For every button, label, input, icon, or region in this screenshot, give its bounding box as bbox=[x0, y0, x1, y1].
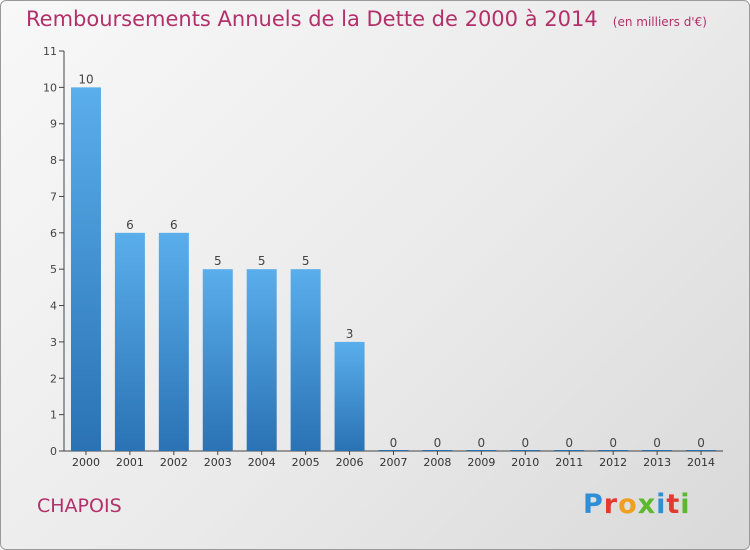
data-label: 0 bbox=[390, 436, 398, 450]
y-tick-label: 9 bbox=[50, 118, 57, 131]
bars bbox=[70, 87, 717, 451]
y-tick-label: 2 bbox=[50, 372, 57, 385]
chart-subtitle: (en milliers d'€) bbox=[612, 15, 707, 29]
bar bbox=[334, 341, 365, 451]
logo-letter: P bbox=[583, 489, 604, 520]
y-tick-label: 7 bbox=[50, 190, 57, 203]
data-label: 5 bbox=[214, 254, 222, 268]
y-tick-label: 11 bbox=[43, 45, 57, 58]
x-tick-label: 2002 bbox=[160, 456, 188, 469]
axes: 0 1 2 3 4 5 6 7 8 9 10 11 2000 2001 2002 2003 2004 2005 20… bbox=[43, 45, 723, 469]
y-tick-label: 3 bbox=[50, 336, 57, 349]
data-label: 0 bbox=[521, 436, 529, 450]
logo-letter: i bbox=[656, 489, 667, 520]
x-tick-label: 2013 bbox=[643, 456, 671, 469]
logo-letter: r bbox=[603, 489, 619, 520]
data-label: 6 bbox=[126, 218, 134, 232]
x-tick-label: 2012 bbox=[599, 456, 627, 469]
bar bbox=[290, 269, 321, 451]
bar bbox=[158, 232, 189, 451]
y-tick-label: 0 bbox=[50, 445, 57, 458]
x-tick-label: 2011 bbox=[555, 456, 583, 469]
x-tick-label: 2014 bbox=[687, 456, 715, 469]
data-label: 0 bbox=[697, 436, 705, 450]
data-label: 6 bbox=[170, 218, 178, 232]
x-tick-label: 2001 bbox=[116, 456, 144, 469]
y-tick-label: 5 bbox=[50, 263, 57, 276]
y-tick-label: 1 bbox=[50, 409, 57, 422]
x-tick-label: 2006 bbox=[336, 456, 364, 469]
bar bbox=[114, 232, 145, 451]
x-tick-label: 2007 bbox=[380, 456, 408, 469]
x-tick-label: 2010 bbox=[511, 456, 539, 469]
x-tick-label: 2008 bbox=[423, 456, 451, 469]
x-tick-label: 2009 bbox=[467, 456, 495, 469]
commune-name: CHAPOIS bbox=[37, 495, 122, 517]
data-label: 5 bbox=[258, 254, 266, 268]
y-tick-label: 4 bbox=[50, 300, 57, 313]
data-label: 5 bbox=[302, 254, 310, 268]
data-label: 0 bbox=[565, 436, 573, 450]
x-tick-label: 2000 bbox=[72, 456, 100, 469]
x-tick-label: 2004 bbox=[248, 456, 276, 469]
logo-letter: t bbox=[666, 489, 681, 520]
chart-title: Remboursements Annuels de la Dette de 20… bbox=[26, 7, 598, 31]
data-labels: 10 6 6 5 5 5 3 0 0 0 0 0 0 0 0 bbox=[78, 72, 705, 450]
data-label: 0 bbox=[609, 436, 617, 450]
y-tick-label: 6 bbox=[50, 227, 57, 240]
data-label: 10 bbox=[78, 72, 93, 86]
bar bbox=[246, 269, 277, 451]
title-row: Remboursements Annuels de la Dette de 20… bbox=[26, 7, 707, 31]
data-label: 0 bbox=[434, 436, 442, 450]
bar bbox=[202, 269, 233, 451]
proxiti-logo[interactable]: Proxiti bbox=[583, 489, 691, 520]
x-tick-label: 2003 bbox=[204, 456, 232, 469]
data-label: 0 bbox=[653, 436, 661, 450]
logo-letter: x bbox=[637, 489, 657, 520]
y-tick-label: 8 bbox=[50, 154, 57, 167]
data-label: 3 bbox=[346, 327, 354, 341]
x-tick-label: 2005 bbox=[292, 456, 320, 469]
bar bbox=[70, 87, 101, 451]
y-tick-label: 10 bbox=[43, 81, 57, 94]
logo-letter: i bbox=[680, 489, 691, 520]
data-label: 0 bbox=[478, 436, 486, 450]
logo-letter: o bbox=[618, 489, 638, 520]
